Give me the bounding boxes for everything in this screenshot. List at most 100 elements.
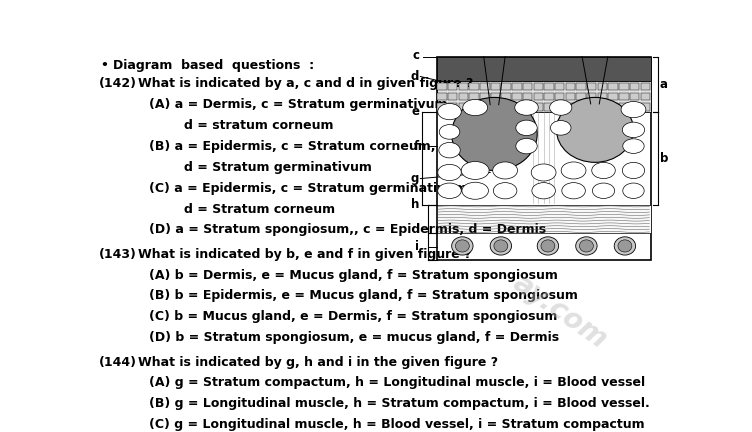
Ellipse shape (493, 162, 517, 179)
Ellipse shape (580, 240, 593, 252)
Bar (469, 83, 479, 90)
Text: d = Stratum corneum: d = Stratum corneum (150, 203, 335, 216)
Text: b: b (660, 152, 669, 165)
Bar (566, 104, 575, 111)
Bar (459, 93, 468, 101)
Text: •: • (100, 59, 108, 72)
Bar (448, 83, 457, 90)
Ellipse shape (550, 100, 572, 115)
Bar (598, 104, 607, 111)
Ellipse shape (623, 122, 644, 137)
Ellipse shape (516, 138, 537, 154)
Text: (D) a = Stratum spongiosum,, c = Epidermis, d = Dermis: (D) a = Stratum spongiosum,, c = Epiderm… (150, 223, 547, 236)
Bar (641, 83, 650, 90)
Bar (523, 93, 532, 101)
Bar (502, 83, 511, 90)
Ellipse shape (516, 120, 537, 136)
Bar (459, 83, 468, 90)
Ellipse shape (494, 240, 508, 252)
Ellipse shape (439, 124, 459, 139)
Ellipse shape (623, 139, 644, 153)
Ellipse shape (623, 162, 644, 178)
Bar (491, 83, 500, 90)
Ellipse shape (592, 162, 615, 178)
Bar (619, 93, 629, 101)
Bar (480, 83, 490, 90)
Bar (587, 93, 596, 101)
Text: (144): (144) (99, 356, 137, 368)
Bar (608, 104, 618, 111)
Text: i: i (415, 240, 419, 253)
Bar (437, 81, 650, 111)
Text: (D) b = Stratum spongiosum, e = mucus gland, f = Dermis: (D) b = Stratum spongiosum, e = mucus gl… (150, 331, 559, 344)
Text: What is indicated by b, e and f in given figure ?: What is indicated by b, e and f in given… (138, 248, 472, 260)
Bar (512, 83, 522, 90)
Text: Diagram  based  questions  :: Diagram based questions : (114, 59, 314, 72)
Bar (438, 104, 447, 111)
Bar (534, 104, 543, 111)
Text: (A) g = Stratum compactum, h = Longitudinal muscle, i = Blood vessel: (A) g = Stratum compactum, h = Longitudi… (150, 376, 645, 390)
Bar (608, 83, 618, 90)
Bar (480, 104, 490, 111)
Ellipse shape (593, 183, 614, 198)
Bar (630, 83, 639, 90)
Text: (A) a = Dermis, c = Stratum germinativum,: (A) a = Dermis, c = Stratum germinativum… (150, 98, 453, 111)
Bar (502, 104, 511, 111)
Ellipse shape (515, 100, 538, 115)
Bar (448, 104, 457, 111)
Ellipse shape (532, 183, 556, 199)
Text: (142): (142) (99, 77, 137, 90)
Ellipse shape (462, 182, 489, 199)
Ellipse shape (461, 162, 489, 179)
Text: c: c (412, 49, 419, 62)
Bar (555, 83, 565, 90)
Ellipse shape (537, 237, 559, 255)
Bar (598, 83, 607, 90)
Bar (619, 83, 629, 90)
Bar (630, 93, 639, 101)
Bar (544, 83, 553, 90)
Text: e: e (411, 105, 419, 118)
Bar (598, 93, 607, 101)
Text: (B) a = Epidermis, c = Stratum corneum,: (B) a = Epidermis, c = Stratum corneum, (150, 140, 436, 152)
Bar (437, 205, 650, 233)
Text: g: g (411, 172, 419, 185)
Text: h: h (411, 198, 419, 211)
Bar (641, 104, 650, 111)
Ellipse shape (456, 240, 469, 252)
Text: f: f (414, 140, 419, 152)
Ellipse shape (531, 164, 556, 181)
Bar (641, 93, 650, 101)
Bar (587, 104, 596, 111)
Text: What is indicated by g, h and i in the given figure ?: What is indicated by g, h and i in the g… (138, 356, 498, 368)
Bar (523, 104, 532, 111)
Text: a: a (660, 78, 668, 91)
Ellipse shape (438, 183, 461, 198)
Ellipse shape (556, 97, 633, 162)
Bar (437, 57, 650, 81)
Text: (C) g = Longitudinal muscle, h = Blood vessel, i = Stratum compactum: (C) g = Longitudinal muscle, h = Blood v… (150, 418, 645, 432)
Text: (C) b = Mucus gland, e = Dermis, f = Stratum spongiosum: (C) b = Mucus gland, e = Dermis, f = Str… (150, 311, 558, 324)
Ellipse shape (438, 104, 461, 120)
Bar (587, 83, 596, 90)
Text: d = Stratum germinativum: d = Stratum germinativum (150, 161, 372, 174)
Bar (438, 93, 447, 101)
Bar (576, 93, 586, 101)
Bar (534, 93, 543, 101)
Ellipse shape (541, 240, 555, 252)
Bar (480, 93, 490, 101)
Bar (619, 104, 629, 111)
Bar (491, 93, 500, 101)
Ellipse shape (621, 102, 646, 118)
Ellipse shape (562, 183, 585, 199)
Ellipse shape (452, 237, 473, 255)
Bar (566, 93, 575, 101)
Bar (544, 93, 553, 101)
Bar (438, 83, 447, 90)
Text: d: d (411, 70, 419, 83)
Text: (B) b = Epidermis, e = Mucus gland, f = Stratum spongiosum: (B) b = Epidermis, e = Mucus gland, f = … (150, 289, 578, 302)
Text: d = stratum corneum: d = stratum corneum (150, 119, 334, 132)
Ellipse shape (462, 99, 487, 116)
Text: (B) g = Longitudinal muscle, h = Stratum compactum, i = Blood vessel.: (B) g = Longitudinal muscle, h = Stratum… (150, 397, 650, 410)
Ellipse shape (490, 237, 511, 255)
